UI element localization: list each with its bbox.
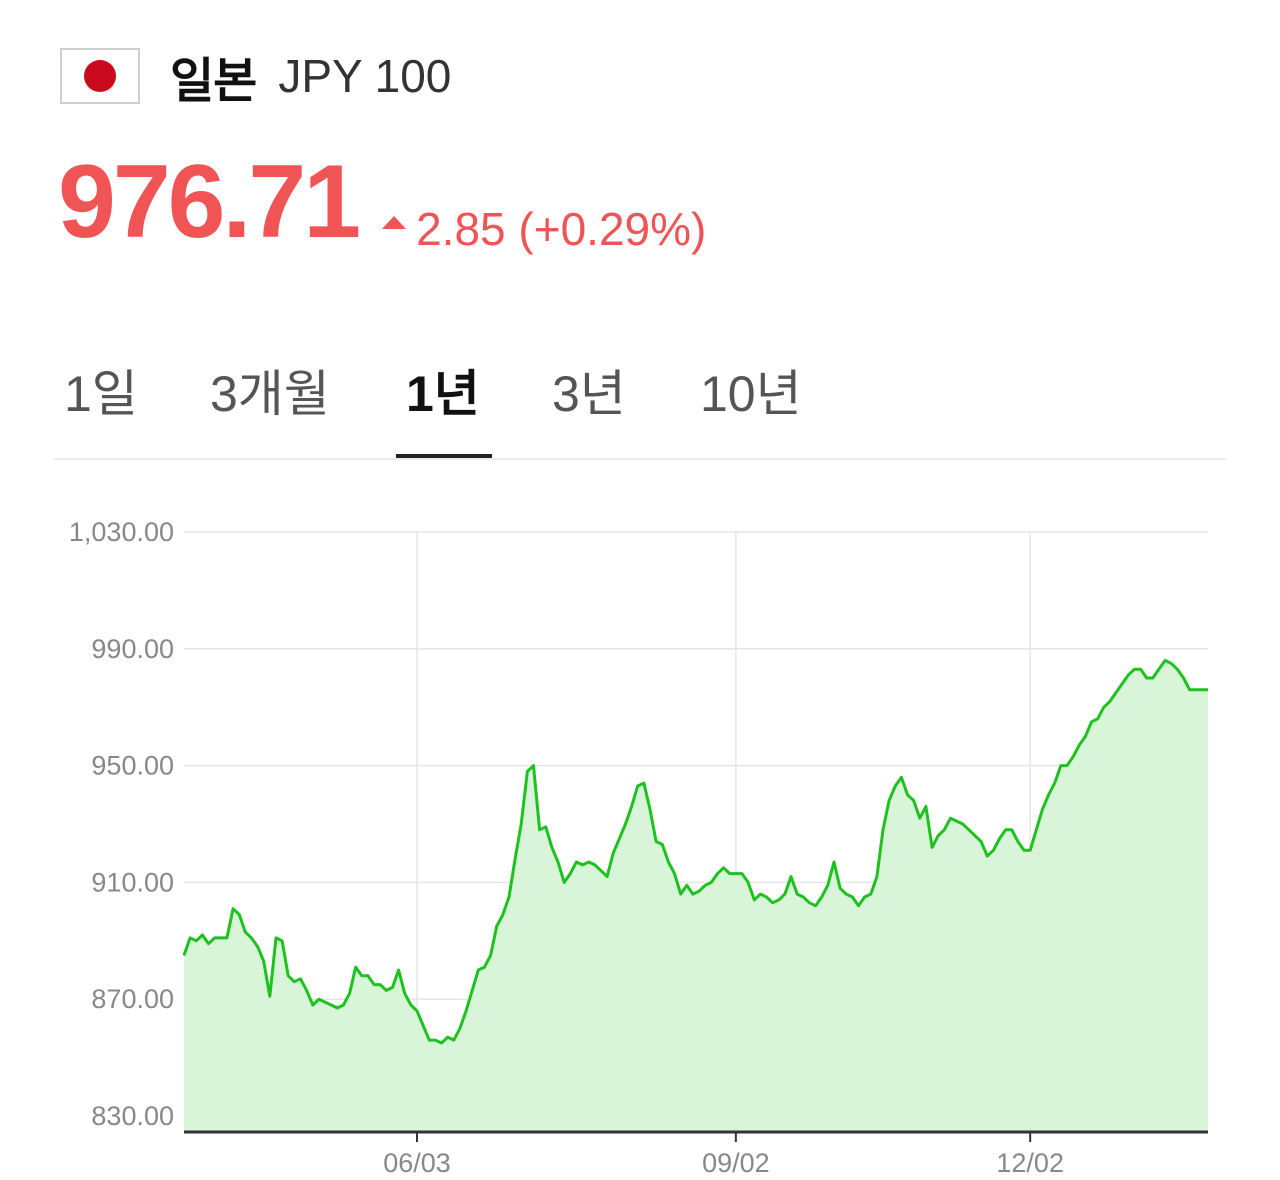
y-tick-label: 990.00 — [91, 634, 174, 664]
period-tabs: 1일 3개월 1년 3년 10년 — [54, 340, 1226, 460]
tab-1-day[interactable]: 1일 — [64, 366, 138, 422]
active-tab-indicator — [396, 454, 492, 458]
y-tick-label: 910.00 — [91, 867, 174, 897]
x-tick-label: 06/03 — [383, 1148, 451, 1178]
current-price: 976.71 — [58, 144, 361, 260]
y-axis-labels: 1,030.00 990.00 950.00 910.00 870.00 830.00 — [69, 517, 174, 1131]
change-value: 2.85 — [416, 203, 506, 255]
chart-series-line — [182, 659, 1208, 1045]
quote-row: 976.71 2.85 (+0.29%) — [58, 150, 706, 254]
currency-code: JPY 100 — [278, 50, 452, 102]
country-name: 일본 — [170, 55, 257, 108]
price-change: 2.85 (+0.29%) — [382, 206, 706, 252]
tab-3-years[interactable]: 3년 — [552, 366, 626, 422]
x-tick-label: 09/02 — [702, 1148, 770, 1178]
currency-header: 일본 JPY 100 — [60, 46, 452, 108]
tab-10-years[interactable]: 10년 — [700, 366, 802, 422]
x-tick-label: 12/02 — [996, 1148, 1064, 1178]
y-tick-label: 1,030.00 — [69, 517, 174, 547]
y-tick-label: 950.00 — [91, 751, 174, 781]
japan-flag-icon — [60, 48, 140, 104]
tab-3-months[interactable]: 3개월 — [210, 366, 330, 422]
tab-1-year[interactable]: 1년 — [406, 366, 480, 422]
exchange-rate-chart[interactable]: 1,030.00 990.00 950.00 910.00 870.00 830.00 0… — [0, 470, 1280, 1180]
up-triangle-icon — [382, 215, 407, 229]
chart-area-fill — [184, 660, 1208, 1132]
y-tick-label: 870.00 — [91, 984, 174, 1014]
y-tick-label: 830.00 — [91, 1101, 174, 1131]
change-percent: (+0.29%) — [518, 203, 707, 255]
